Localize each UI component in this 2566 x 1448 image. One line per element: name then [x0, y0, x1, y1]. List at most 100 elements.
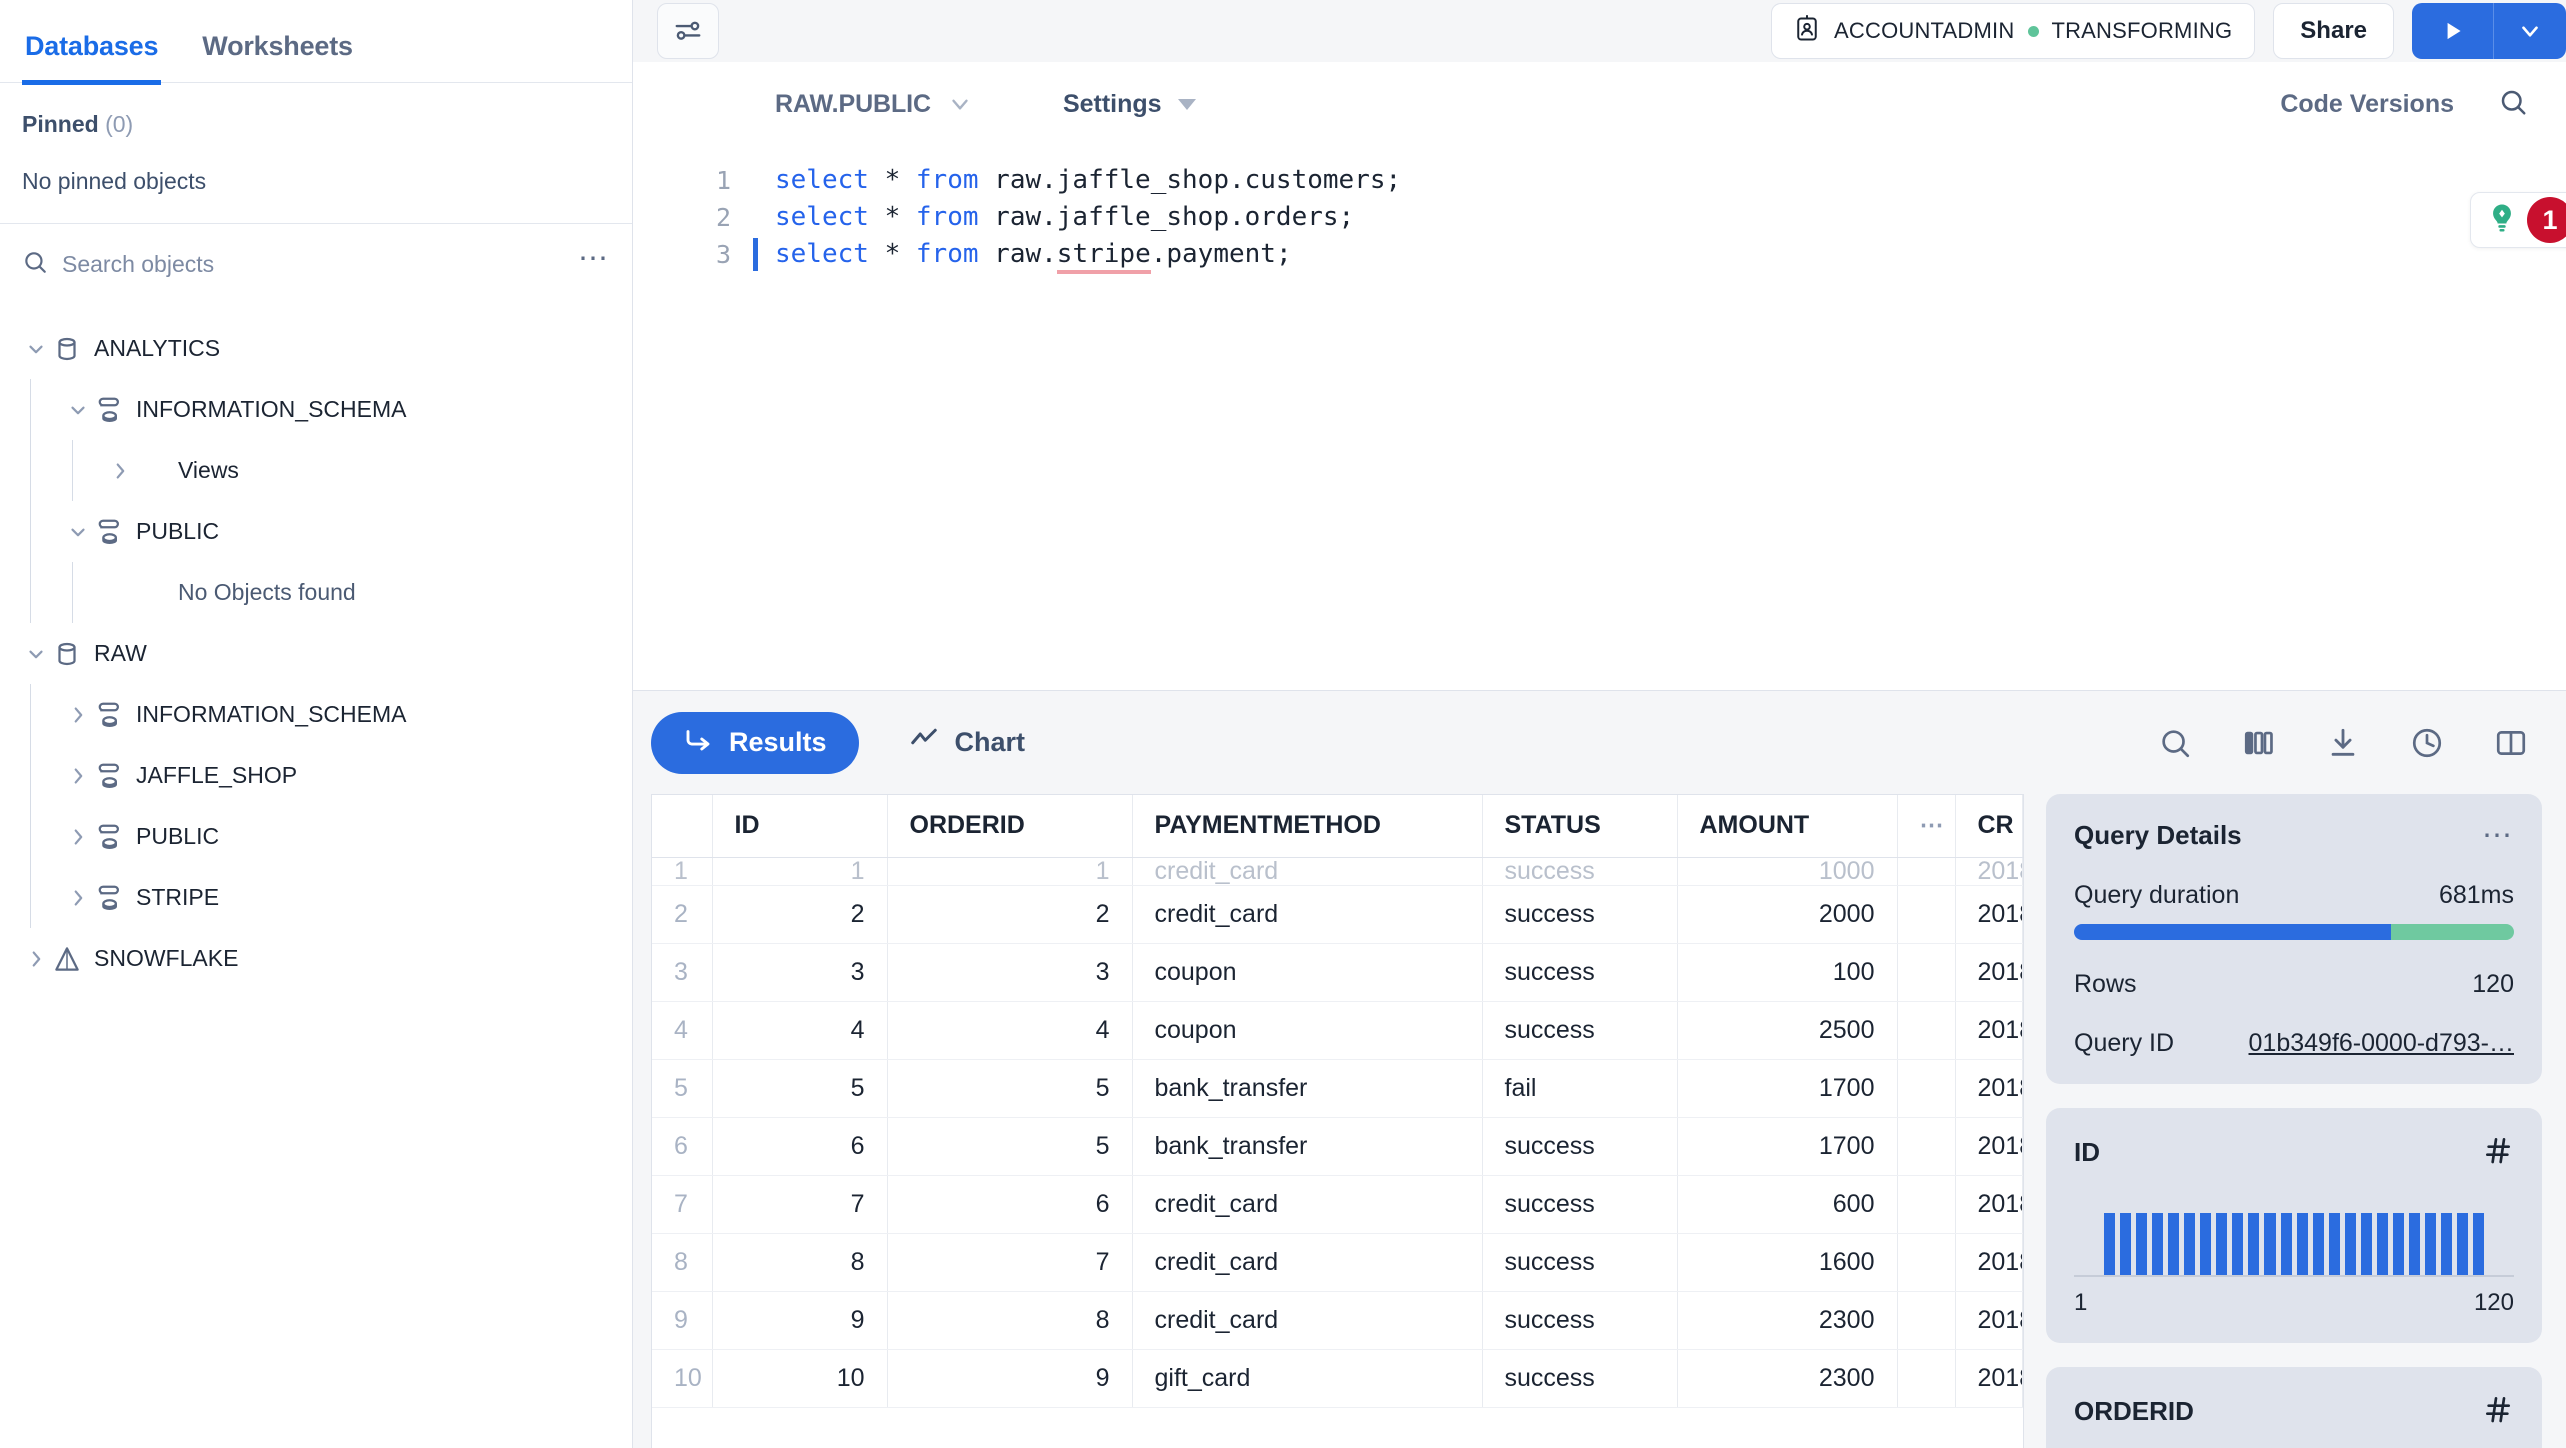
cell-status[interactable]: success	[1482, 1349, 1678, 1408]
chevron-right-icon[interactable]	[64, 762, 92, 790]
cell-id[interactable]: 3	[712, 943, 888, 1002]
sliders-icon[interactable]	[657, 3, 719, 59]
table-row[interactable]: 444couponsuccess25002018	[652, 1001, 2023, 1060]
cell-status[interactable]: success	[1482, 1001, 1678, 1060]
split-pane-icon[interactable]	[2494, 726, 2528, 760]
code-line[interactable]: select * from raw.jaffle_shop.customers;	[775, 165, 1402, 195]
history-icon[interactable]	[2410, 726, 2444, 760]
chevron-down-icon[interactable]	[64, 396, 92, 424]
tree-item-snowflake[interactable]: SNOWFLAKE	[0, 928, 632, 989]
cell-orderid[interactable]: 3	[887, 943, 1133, 1002]
cell-paymentmethod[interactable]: gift_card	[1132, 1349, 1483, 1408]
cell-status[interactable]: success	[1482, 885, 1678, 944]
table-row[interactable]: 333couponsuccess1002018	[652, 943, 2023, 1002]
header-paymentmethod[interactable]: PAYMENTMETHOD	[1132, 795, 1483, 858]
cell-amount[interactable]: 2000	[1677, 885, 1898, 944]
header-id[interactable]: ID	[712, 795, 888, 858]
cell-paymentmethod[interactable]: credit_card	[1132, 885, 1483, 944]
sidebar-tab-databases[interactable]: Databases	[22, 31, 162, 85]
play-icon[interactable]	[2412, 3, 2494, 59]
cell-amount[interactable]: 1600	[1677, 1233, 1898, 1292]
chevron-right-icon[interactable]	[64, 884, 92, 912]
chevron-right-icon[interactable]	[106, 579, 134, 607]
cell-id[interactable]: 9	[712, 1291, 888, 1350]
tab-results[interactable]: Results	[651, 711, 859, 774]
cell-id[interactable]: 8	[712, 1233, 888, 1292]
share-button[interactable]: Share	[2273, 3, 2394, 59]
cell-orderid[interactable]: 5	[887, 1117, 1133, 1176]
code-lines[interactable]: select * from raw.jaffle_shop.customers;…	[753, 162, 2566, 274]
search-input[interactable]	[62, 250, 564, 278]
cell-amount[interactable]: 100	[1677, 943, 1898, 1002]
sidebar-tab-worksheets[interactable]: Worksheets	[202, 31, 353, 61]
lint-badge[interactable]: 1	[2470, 192, 2566, 248]
context-chip[interactable]: ACCOUNTADMIN TRANSFORMING	[1771, 3, 2256, 59]
tree-item-stripe[interactable]: STRIPE	[0, 867, 632, 928]
cell-status[interactable]: success	[1482, 943, 1678, 1002]
sidebar-more-menu-icon[interactable]: ⋯	[578, 242, 610, 275]
cell-orderid[interactable]: 1	[887, 857, 1133, 886]
cell-orderid[interactable]: 6	[887, 1175, 1133, 1234]
cell-paymentmethod[interactable]: credit_card	[1132, 1175, 1483, 1234]
cell-paymentmethod[interactable]: coupon	[1132, 1001, 1483, 1060]
cell-paymentmethod[interactable]: bank_transfer	[1132, 1117, 1483, 1176]
database-context-select[interactable]: RAW.PUBLIC	[775, 90, 973, 119]
cell-amount[interactable]: 1700	[1677, 1117, 1898, 1176]
chevron-down-icon[interactable]	[2494, 3, 2566, 59]
tab-chart[interactable]: Chart	[877, 712, 1058, 774]
cell-orderid[interactable]: 7	[887, 1233, 1133, 1292]
cell-paymentmethod[interactable]: credit_card	[1132, 857, 1483, 886]
cell-id[interactable]: 2	[712, 885, 888, 944]
header-created[interactable]: CR	[1955, 795, 2023, 858]
cell-id[interactable]: 6	[712, 1117, 888, 1176]
cell-paymentmethod[interactable]: credit_card	[1132, 1291, 1483, 1350]
tree-item-public[interactable]: PUBLIC	[0, 501, 632, 562]
cell-orderid[interactable]: 8	[887, 1291, 1133, 1350]
cell-status[interactable]: success	[1482, 1117, 1678, 1176]
cell-id[interactable]: 1	[712, 857, 888, 886]
sql-editor[interactable]: 1 2 3 select * from raw.jaffle_shop.custom…	[633, 146, 2566, 690]
cell-paymentmethod[interactable]: credit_card	[1132, 1233, 1483, 1292]
cell-status[interactable]: success	[1482, 1175, 1678, 1234]
cell-status[interactable]: success	[1482, 1233, 1678, 1292]
code-line[interactable]: select * from raw.jaffle_shop.orders;	[775, 202, 1355, 232]
cell-id[interactable]: 5	[712, 1059, 888, 1118]
cell-orderid[interactable]: 9	[887, 1349, 1133, 1408]
cell-paymentmethod[interactable]: coupon	[1132, 943, 1483, 1002]
header-orderid[interactable]: ORDERID	[887, 795, 1133, 858]
code-line[interactable]: select * from raw.stripe.payment;	[753, 236, 2566, 274]
tree-item-no-objects-found[interactable]: No Objects found	[0, 562, 632, 623]
tree-item-information-schema[interactable]: INFORMATION_SCHEMA	[0, 379, 632, 440]
chevron-down-icon[interactable]	[22, 640, 50, 668]
cell-amount[interactable]: 2500	[1677, 1001, 1898, 1060]
cell-id[interactable]: 10	[712, 1349, 888, 1408]
lightbulb-icon[interactable]	[2485, 201, 2519, 240]
tree-item-information-schema[interactable]: INFORMATION_SCHEMA	[0, 684, 632, 745]
chevron-right-icon[interactable]	[64, 701, 92, 729]
chevron-right-icon[interactable]	[22, 945, 50, 973]
results-table-container[interactable]: ID ORDERID PAYMENTMETHOD STATUS AMOUNT ⋯…	[651, 794, 2024, 1448]
cell-id[interactable]: 4	[712, 1001, 888, 1060]
cell-orderid[interactable]: 4	[887, 1001, 1133, 1060]
tree-item-views[interactable]: Views	[0, 440, 632, 501]
cell-amount[interactable]: 2300	[1677, 1349, 1898, 1408]
chevron-down-icon[interactable]	[22, 335, 50, 363]
code-versions-button[interactable]: Code Versions	[2280, 89, 2454, 118]
header-amount[interactable]: AMOUNT	[1677, 795, 1898, 858]
cell-orderid[interactable]: 2	[887, 885, 1133, 944]
